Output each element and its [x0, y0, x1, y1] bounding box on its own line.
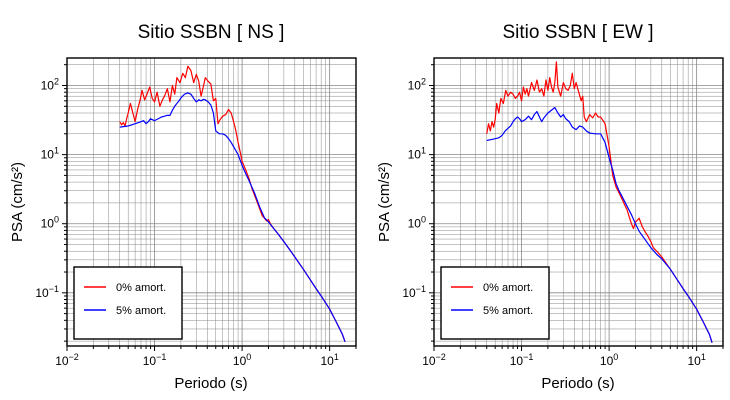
x-axis-label: Periodo (s) — [541, 375, 614, 392]
legend-box — [73, 266, 183, 340]
grid — [434, 58, 723, 346]
y-tick-label: 10−1 — [35, 284, 59, 300]
chart-title: Sitio SSBN [ NS ] — [138, 22, 285, 43]
series-line — [486, 106, 713, 343]
x-tick-label: 100 — [600, 352, 618, 368]
legend: 0% amort. 5% amort. — [440, 266, 550, 340]
legend: 0% amort. 5% amort. — [73, 266, 183, 340]
legend-label: 0% amort. — [116, 282, 166, 294]
x-tick-label: 10−1 — [510, 352, 534, 368]
y-tick-label: 101 — [408, 146, 426, 162]
chart-title: Sitio SSBN [ EW ] — [503, 22, 654, 43]
x-tick-label: 101 — [320, 352, 338, 368]
legend-box — [440, 266, 550, 340]
x-tick-label: 101 — [687, 352, 705, 368]
y-axis-label: PSA (cm/s²) — [376, 162, 393, 242]
series-line — [119, 92, 346, 343]
y-tick-label: 10−1 — [402, 284, 426, 300]
y-axis-label: PSA (cm/s²) — [9, 162, 26, 242]
y-tick-label: 100 — [41, 215, 59, 231]
legend-label: 0% amort. — [483, 282, 533, 294]
y-tick-label: 102 — [408, 77, 426, 93]
x-tick-label: 10−2 — [55, 352, 79, 368]
chart-panel-ns: Sitio SSBN [ NS ] Periodo (s) PSA (cm/s²… — [9, 22, 357, 392]
x-tick-label: 10−1 — [143, 352, 167, 368]
x-tick-label: 10−2 — [422, 352, 446, 368]
y-tick-label: 102 — [41, 77, 59, 93]
legend-label: 5% amort. — [116, 305, 166, 317]
legend-label: 5% amort. — [483, 305, 533, 317]
series-line — [486, 61, 713, 343]
y-tick-label: 100 — [408, 215, 426, 231]
x-axis-label: Periodo (s) — [174, 375, 247, 392]
plot-frame — [66, 57, 357, 347]
chart-panel-ew: Sitio SSBN [ EW ] Periodo (s) PSA (cm/s²… — [376, 22, 724, 392]
plot-frame — [433, 57, 724, 347]
grid — [67, 58, 356, 346]
x-tick-label: 100 — [233, 352, 251, 368]
y-tick-label: 101 — [41, 146, 59, 162]
